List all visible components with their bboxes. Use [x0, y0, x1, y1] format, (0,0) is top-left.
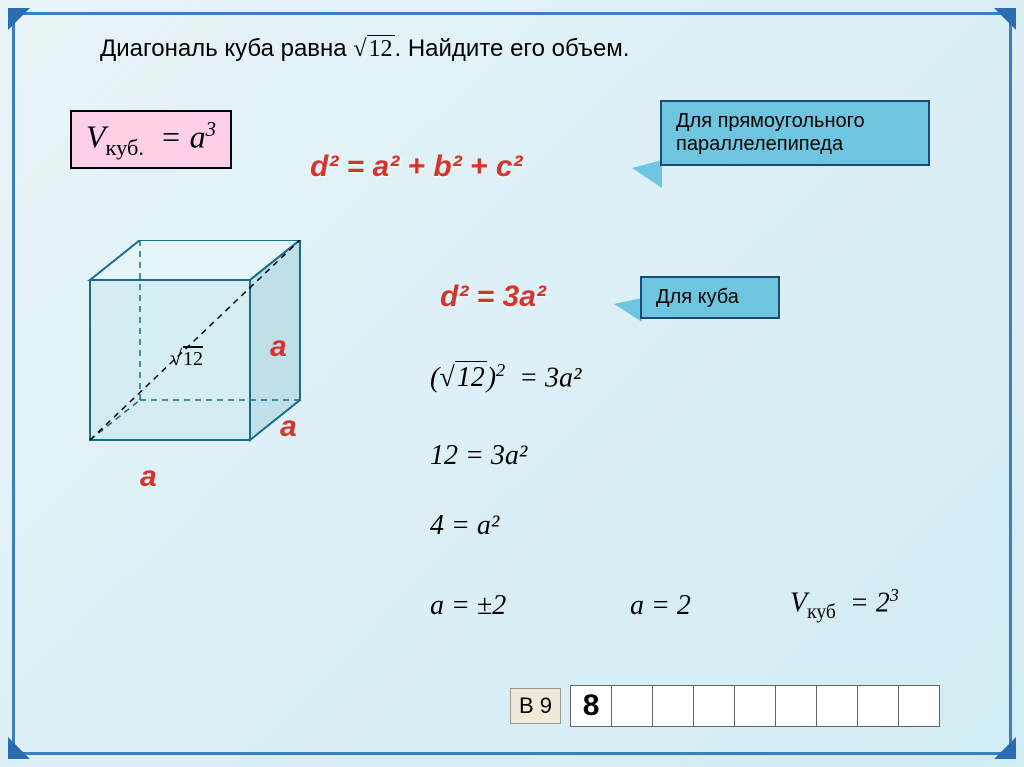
corner-decoration: [8, 737, 30, 759]
corner-decoration: [994, 8, 1016, 30]
callout-tail: [632, 160, 662, 188]
problem-statement: Диагональ куба равна √12 . Найдите его о…: [100, 35, 629, 63]
callout-cube: Для куба: [640, 276, 780, 319]
title-suffix: . Найдите его объем.: [395, 35, 630, 62]
volume-formula-box: Vкуб. = a3: [70, 110, 232, 169]
step-4: a = ±2: [430, 590, 506, 622]
callout-parallelepiped: Для прямоугольного параллелепипеда: [660, 100, 930, 166]
edge-label-a: a: [270, 330, 287, 364]
answer-cell[interactable]: [611, 685, 653, 727]
edge-label-a: a: [140, 460, 157, 494]
callout-tail: [614, 298, 642, 322]
answer-cell[interactable]: [857, 685, 899, 727]
title-prefix: Диагональ куба равна: [100, 35, 353, 62]
answer-cell[interactable]: [898, 685, 940, 727]
sqrt-12: √12: [353, 36, 394, 63]
answer-cell[interactable]: 8: [570, 685, 612, 727]
step-5: a = 2: [630, 590, 691, 622]
cube-svg: √ 12: [70, 240, 350, 520]
edge-label-a: a: [280, 410, 297, 444]
step-3: 4 = a²: [430, 510, 499, 542]
step-2: 12 = 3a²: [430, 440, 527, 472]
answer-row: В 9 8: [510, 685, 940, 727]
svg-text:12: 12: [183, 348, 203, 370]
answer-cell[interactable]: [652, 685, 694, 727]
slide: Диагональ куба равна √12 . Найдите его о…: [0, 0, 1024, 767]
diagonal-formula-general: d² = a² + b² + c²: [310, 150, 523, 184]
answer-label: В 9: [510, 688, 561, 724]
answer-cell[interactable]: [775, 685, 817, 727]
cube-diagram: √ 12: [70, 240, 350, 520]
answer-cell[interactable]: [693, 685, 735, 727]
answer-cells: 8: [571, 685, 940, 727]
corner-decoration: [994, 737, 1016, 759]
diagonal-formula-cube: d² = 3a²: [440, 280, 546, 314]
corner-decoration: [8, 8, 30, 30]
svg-text:√: √: [170, 345, 183, 370]
answer-cell[interactable]: [816, 685, 858, 727]
step-6: Vкуб = 23: [790, 585, 899, 624]
answer-cell[interactable]: [734, 685, 776, 727]
step-1: (√12)2 = 3a²: [430, 360, 581, 394]
